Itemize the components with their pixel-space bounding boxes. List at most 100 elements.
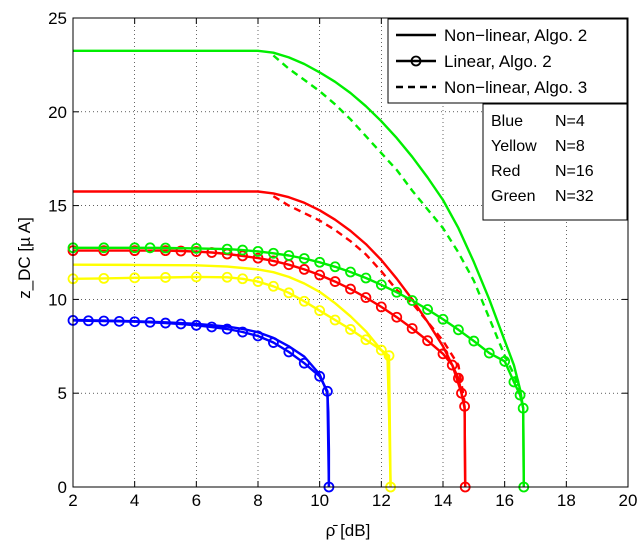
x-tick-label: 6 [192,491,201,510]
n-legend-box [482,103,628,221]
data-point-green [129,242,141,254]
data-point-red [329,276,341,287]
y-tick-label: 0 [58,478,67,497]
data-point-green [345,266,356,278]
x-axis-label: ρ̄ [dB] [326,521,371,540]
data-point-blue [283,346,295,358]
data-point-red [453,372,464,384]
data-point-green [406,295,418,306]
n-legend-value: N=32 [555,188,594,205]
data-point-blue [298,357,310,369]
data-point-green [453,324,464,336]
data-point-blue [129,316,141,328]
data-point-green [160,242,171,254]
x-tick-label: 18 [557,491,576,510]
data-point-yellow [314,305,326,317]
data-point-red [190,246,202,257]
n-legend-color: Yellow [491,138,537,155]
y-tick-label: 15 [48,197,67,216]
data-point-yellow [329,314,341,326]
data-point-green [190,242,202,254]
y-axis-label: z_DC [µ A] [15,217,34,299]
x-tick-label: 10 [310,491,329,510]
x-tick-label: 16 [495,491,514,510]
legend-label: Non−linear, Algo. 3 [444,78,587,97]
data-point-green [98,242,110,254]
data-point-yellow [221,271,233,283]
style-legend: Non−linear, Algo. 2 Linear, Algo. 2 Non−li… [387,18,628,104]
data-point-yellow [268,280,279,292]
data-point-yellow [283,287,295,299]
data-point-red [314,269,326,281]
data-point-green [517,402,529,414]
series-line-red-solid [73,190,467,488]
data-point-yellow [360,334,372,346]
series-line-blue-solid [72,318,331,487]
data-point-green [314,256,326,268]
data-point-blue [113,315,125,327]
data-point-green [283,250,295,261]
data-point-red [437,348,449,360]
series-line-green-dashed [272,54,522,394]
data-point-green [422,304,433,315]
data-point-red [391,311,403,323]
series-line-blue-solid-circle [72,319,331,488]
data-point-red [268,255,279,267]
n-legend-color: Red [491,163,520,180]
x-tick-label: 14 [434,491,453,510]
data-point-green [483,347,495,359]
data-point-blue [221,323,233,335]
data-point-green [298,253,310,264]
n-legend-value: N=8 [555,138,585,155]
data-point-red [175,245,187,257]
data-point-blue [252,330,264,342]
data-point-yellow [129,272,141,284]
data-point-red [237,250,248,262]
data-point-blue [144,316,156,328]
data-point-red [446,359,458,371]
data-point-green [144,242,156,254]
series-line-green-solid [73,49,525,488]
data-point-yellow [298,295,310,307]
data-point-green [252,245,264,257]
x-tick-label: 2 [68,491,77,510]
n-legend: Blue N=4 Yellow N=8 Red N=16 Green N=32 [482,103,628,221]
series-line-red-dashed [272,195,466,403]
data-point-yellow [98,272,110,284]
data-point-green [360,272,372,284]
x-tick-label: 4 [130,491,139,510]
tick-labels: 2 4 6 8 10 12 14 16 18 20 0 5 10 15 20 25 [48,9,637,510]
data-point-red [252,252,264,264]
x-tick-label: 12 [372,491,391,510]
data-point-green [375,279,387,291]
data-point-yellow [190,271,202,283]
data-point-green [391,286,403,298]
data-point-red [345,283,356,295]
data-point-blue [206,321,218,333]
data-point-green [437,313,449,325]
data-point-blue [175,318,187,330]
n-legend-value: N=4 [555,113,585,130]
data-point-red [360,292,372,303]
y-tick-label: 5 [58,384,67,403]
data-point-blue [160,317,171,329]
series-line-yellow-solid [72,263,392,488]
data-point-green [237,244,248,256]
legend-marker-sample [410,55,422,67]
data-point-green [268,247,279,259]
grid-lines [73,18,628,487]
y-tick-label: 20 [48,103,67,122]
legend-label: Linear, Algo. 2 [444,52,552,71]
data-point-red [456,387,467,399]
data-point-red [375,301,387,313]
data-point-green [221,243,233,255]
data-point-yellow [345,324,356,335]
x-tick-label: 20 [619,491,638,510]
data-point-blue [237,326,248,338]
data-point-blue [268,337,279,348]
y-tick-label: 25 [48,9,67,28]
data-point-yellow [252,276,264,287]
data-point-blue [314,370,326,382]
data-point-blue [83,315,94,327]
data-point-yellow [383,350,395,362]
